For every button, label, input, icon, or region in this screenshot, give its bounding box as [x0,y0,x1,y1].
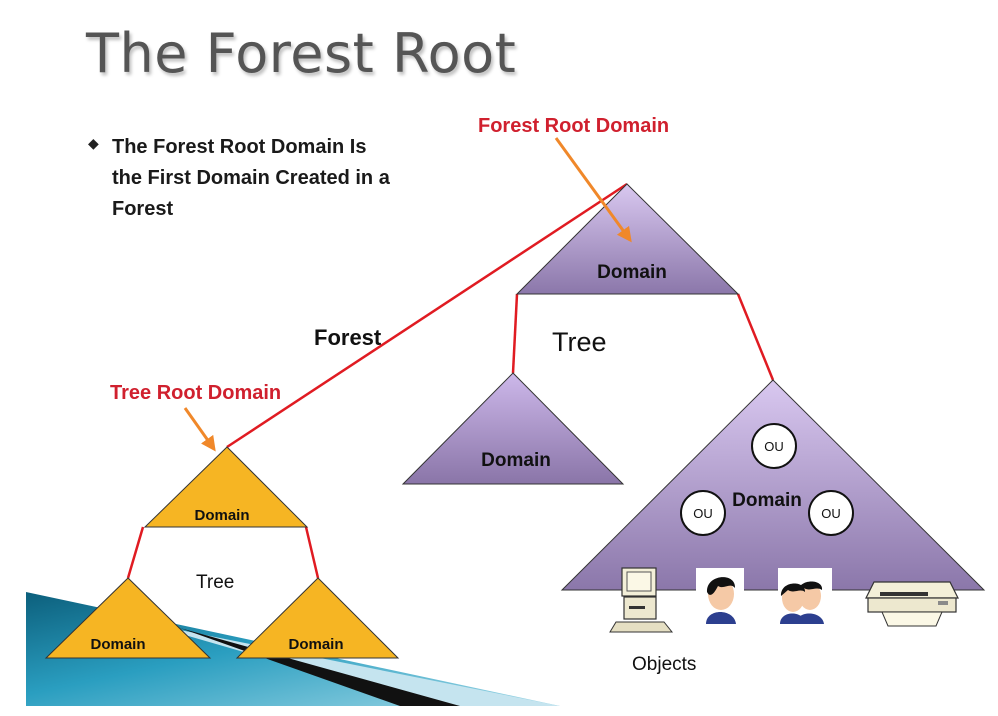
tree-link-right [736,293,775,381]
bullet-diamond-icon: ◆ [88,135,99,151]
group-icon [778,568,832,624]
tree-root-arrow [183,407,216,452]
user-icon [696,568,744,624]
tree-root-domain-triangle [143,446,309,528]
forest-label: Forest [314,325,382,350]
purple-domain-triangle [401,372,625,485]
yellow-link-right [304,526,320,579]
domain-label-left: Domain [481,450,551,471]
ou-label: OU [821,506,841,521]
objects-label: Objects [632,654,696,675]
yellow-domain-left-triangle [44,577,212,659]
ou-circle [751,423,797,469]
domain-label-yellow-top: Domain [194,507,249,524]
slide-title: The Forest Root [86,22,517,85]
forest-root-arrow [554,137,632,243]
tree-label-yellow: Tree [196,572,234,593]
domain-label-yellow-right: Domain [288,636,343,653]
ou-label: OU [764,439,784,454]
ou-circle [680,490,726,536]
ou-circle [808,490,854,536]
tree-root-domain-label: Tree Root Domain [110,382,281,404]
domain-label-yellow-left: Domain [90,636,145,653]
tree-link-left [511,293,519,374]
ou-label: OU [693,506,713,521]
yellow-domain-right-triangle [235,577,400,659]
purple-ou-domain-triangle [560,379,986,591]
forest-root-domain-label: Forest Root Domain [478,115,669,137]
printer-icon [865,581,959,627]
tree-label-purple: Tree [552,327,607,357]
forest-link-line [226,182,628,449]
domain-label-big: Domain [732,490,802,511]
yellow-link-left [126,526,145,579]
computer-icon [609,567,674,633]
bullet-text: The Forest Root Domain Is the First Doma… [112,136,390,220]
ou-circles [680,423,854,536]
domain-label-top: Domain [597,262,667,283]
